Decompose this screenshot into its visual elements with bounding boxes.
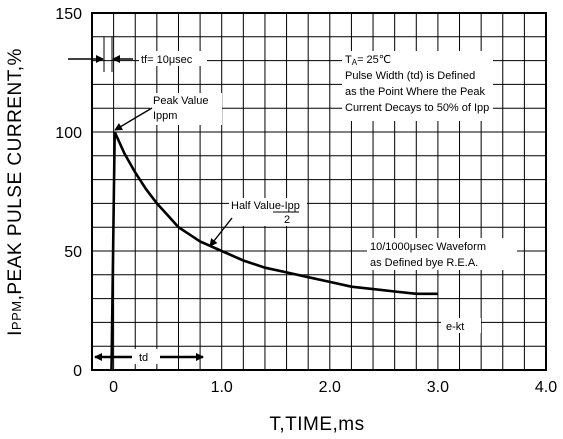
x-tick-label: 4.0	[535, 379, 557, 396]
ekt-label: e-kt	[446, 321, 464, 333]
waveform-annotation: 10/1000μsec Waveform as Defined bye R.E.…	[367, 238, 517, 270]
x-tick-label: 2.0	[319, 379, 341, 396]
peak-label-line2: Ippm	[153, 110, 177, 122]
peak-annotation: Peak Value Ippm	[114, 93, 222, 131]
conditions-annotation: TA= 25℃ Pulse Width (td) is Defined as t…	[342, 51, 493, 121]
y-tick-labels: 0 50 100 150	[55, 6, 82, 380]
tf-label: tf= 10μsec	[141, 54, 193, 66]
ta-label: TA= 25℃	[345, 54, 391, 67]
conditions-line3: as the Point Where the Peak	[345, 86, 486, 98]
x-tick-labels: 0 1.0 2.0 3.0 4.0	[109, 379, 557, 396]
x-axis-title: T,TIME,ms	[269, 414, 364, 435]
half-value-annotation: Half Value-Ipp 2	[209, 198, 307, 247]
half-label-line1: Half Value-Ipp	[231, 200, 300, 212]
y-tick-label: 0	[73, 363, 82, 380]
waveform-line1: 10/1000μsec Waveform	[370, 241, 486, 253]
y-tick-label: 50	[64, 244, 82, 261]
x-tick-label: 3.0	[427, 379, 449, 396]
x-tick-label: 0	[109, 379, 118, 396]
peak-label-line1: Peak Value	[153, 95, 208, 107]
waveform-line2: as Defined bye R.E.A.	[370, 257, 478, 269]
x-tick-label: 1.0	[211, 379, 233, 396]
tf-annotation: tf= 10μsec	[68, 37, 207, 72]
conditions-line2: Pulse Width (td) is Defined	[345, 70, 475, 82]
series-line-waveform	[110, 131, 438, 371]
td-label: td	[139, 352, 148, 364]
td-annotation: td	[94, 349, 204, 364]
y-tick-label: 150	[55, 6, 82, 23]
half-label-line2: 2	[284, 214, 290, 226]
y-tick-label: 100	[55, 125, 82, 142]
conditions-line4: Current Decays to 50% of Ipp	[345, 102, 489, 114]
plot-frame	[91, 12, 547, 371]
ekt-annotation: e-kt	[441, 318, 481, 333]
y-axis-title: IPPM,PEAK PULSE CURRENT,%	[5, 48, 26, 336]
